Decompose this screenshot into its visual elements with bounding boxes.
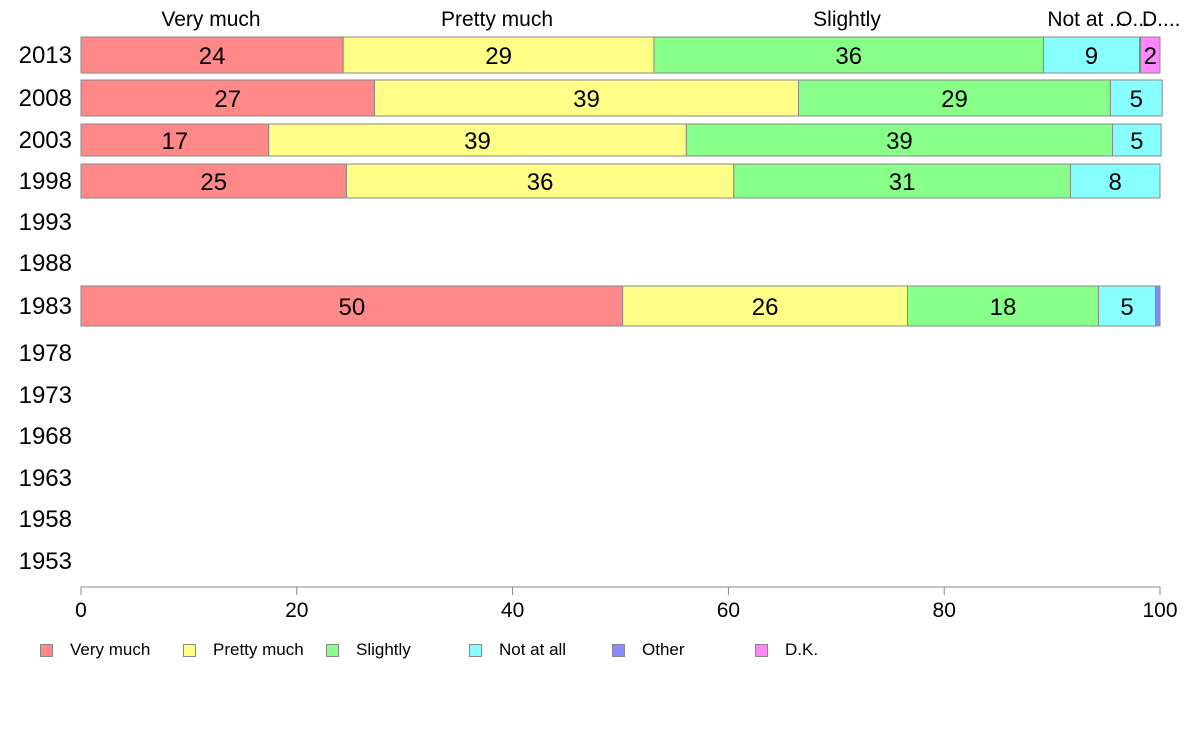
bar-2008-2	[798, 79, 1111, 117]
chart-legend: Very much Pretty much Slightly Not at all Ot…	[0, 638, 1188, 662]
data-label-1983-2: 18	[990, 294, 1017, 321]
bar-1983-2	[907, 285, 1099, 327]
legend-item-5: D.K.	[755, 638, 818, 662]
data-label-2013-2: 36	[835, 43, 862, 70]
bar-1983-3	[1097, 285, 1157, 327]
bar-2008-0	[80, 79, 375, 117]
legend-label-1: Pretty much	[213, 640, 304, 659]
data-label-2003-2: 39	[886, 128, 913, 155]
data-label-2013-0: 24	[199, 43, 226, 70]
category-label-2008: 2008	[19, 85, 72, 112]
data-label-1983-3: 5	[1120, 294, 1133, 321]
bar-2013-2	[653, 36, 1044, 74]
bar-1983-4	[1155, 285, 1161, 327]
legend-item-4: Other	[612, 638, 685, 662]
bar-1998-3	[1069, 163, 1161, 199]
bar-1983-0	[80, 285, 624, 327]
bar-1983-1	[622, 285, 909, 327]
data-label-2008-3: 5	[1130, 86, 1143, 113]
category-label-2003: 2003	[19, 127, 72, 154]
bar-2013-0	[80, 36, 344, 74]
category-label-1963: 1963	[19, 465, 72, 492]
x-tick-label-20: 20	[285, 599, 308, 622]
legend-item-3: Not at all	[469, 638, 566, 662]
x-tick-label-100: 100	[1142, 599, 1177, 622]
data-label-1998-1: 36	[527, 169, 554, 196]
legend-item-0: Very much	[40, 638, 150, 662]
category-label-1973: 1973	[19, 382, 72, 409]
data-label-2008-2: 29	[941, 86, 968, 113]
data-label-2003-3: 5	[1130, 128, 1143, 155]
legend-label-4: Other	[642, 640, 685, 659]
data-label-1983-0: 50	[338, 294, 365, 321]
x-tick-label-60: 60	[717, 599, 740, 622]
legend-swatch-3	[469, 643, 482, 657]
data-label-2003-1: 39	[464, 128, 491, 155]
category-label-1968: 1968	[19, 423, 72, 450]
bar-1998-1	[345, 163, 735, 199]
data-label-2003-0: 17	[162, 128, 189, 155]
top-label-1: Pretty much	[441, 8, 553, 31]
category-label-1998: 1998	[19, 168, 72, 195]
category-label-2013: 2013	[19, 42, 72, 69]
category-label-1983: 1983	[19, 293, 72, 320]
x-tick-label-80: 80	[933, 599, 956, 622]
top-label-5: D....	[1142, 8, 1181, 31]
data-label-2013-5: 2	[1144, 43, 1157, 70]
top-label-0: Very much	[161, 8, 260, 31]
legend-label-5: D.K.	[785, 640, 819, 659]
category-label-1958: 1958	[19, 506, 72, 533]
bar-2003-2	[685, 123, 1114, 157]
bar-2003-0	[80, 123, 270, 157]
data-label-1998-2: 31	[889, 169, 916, 196]
x-tick-label-0: 0	[75, 599, 87, 622]
legend-item-1: Pretty much	[183, 638, 304, 662]
legend-swatch-2	[326, 643, 339, 657]
bar-2003-3	[1112, 123, 1162, 157]
data-label-1998-0: 25	[200, 169, 227, 196]
top-label-2: Slightly	[813, 8, 881, 31]
legend-label-2: Slightly	[356, 640, 411, 659]
bar-2003-1	[268, 123, 687, 157]
data-label-1983-1: 26	[752, 294, 779, 321]
category-label-1978: 1978	[19, 340, 72, 367]
data-label-2013-1: 29	[485, 43, 512, 70]
bar-1998-2	[733, 163, 1071, 199]
top-label-4: O...	[1116, 8, 1150, 31]
bar-2013-1	[342, 36, 655, 74]
x-tick-label-40: 40	[501, 599, 524, 622]
category-label-1953: 1953	[19, 548, 72, 575]
category-label-1988: 1988	[19, 250, 72, 277]
legend-swatch-4	[612, 643, 625, 657]
legend-item-2: Slightly	[326, 638, 411, 662]
data-label-1998-3: 8	[1109, 169, 1122, 196]
bar-2008-3	[1109, 79, 1163, 117]
legend-label-3: Not at all	[499, 640, 567, 659]
legend-swatch-0	[40, 643, 53, 657]
data-label-2013-3: 9	[1085, 43, 1098, 70]
legend-swatch-5	[755, 643, 768, 657]
legend-swatch-1	[183, 643, 196, 657]
top-label-3: Not at ...	[1047, 8, 1126, 31]
bar-2013-5	[1140, 36, 1161, 74]
data-label-2008-1: 39	[573, 86, 600, 113]
category-label-1993: 1993	[19, 209, 72, 236]
bar-2008-1	[373, 79, 800, 117]
data-label-2008-0: 27	[214, 86, 241, 113]
legend-label-0: Very much	[70, 640, 151, 659]
